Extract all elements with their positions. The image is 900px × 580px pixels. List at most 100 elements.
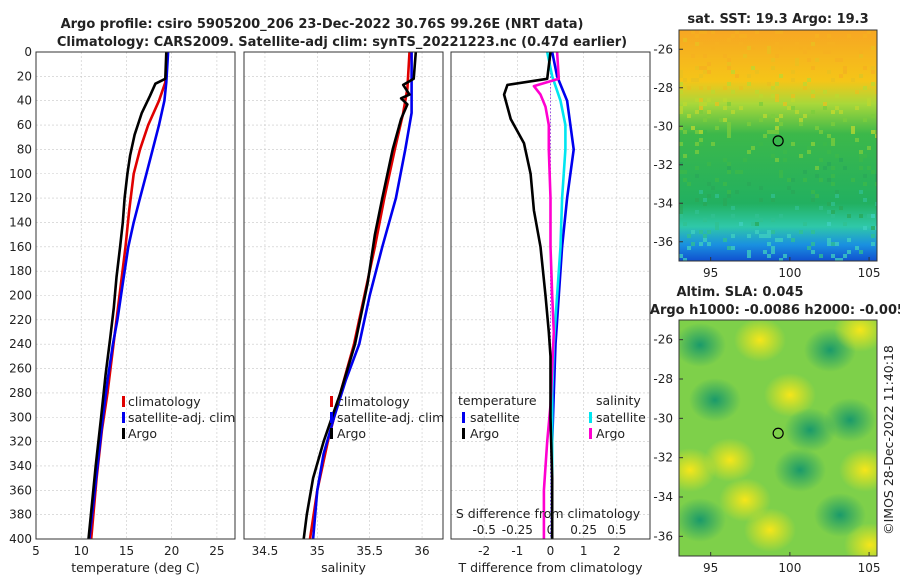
sst-pixel [703, 66, 707, 70]
sst-pixel [823, 142, 827, 146]
sst-pixel [679, 170, 683, 174]
sst-pixel [687, 86, 691, 90]
sst-texture [679, 30, 877, 261]
sst-pixel [875, 182, 877, 186]
sst-pixel [843, 222, 847, 226]
sst-pixel [715, 222, 719, 226]
sst-pixel [867, 30, 871, 34]
sst-pixel [795, 110, 799, 114]
series-line-satellite-adj-clim [88, 51, 170, 540]
y-tick-label: 400 [9, 532, 32, 546]
sst-pixel [775, 158, 779, 162]
sst-pixel [747, 250, 751, 254]
sst-pixel [855, 246, 859, 250]
y-tick-label: 20 [17, 69, 32, 83]
sst-pixel [831, 210, 835, 214]
x-tick-label: 15 [119, 544, 134, 558]
sst-pixel [743, 54, 747, 58]
sst-pixel [779, 46, 783, 50]
sst-pixel [807, 78, 811, 82]
sst-pixel [843, 66, 847, 70]
sst-pixel [727, 162, 731, 166]
sst-pixel [787, 234, 791, 238]
sst-pixel [783, 254, 787, 258]
sst-pixel [811, 250, 815, 254]
sst-pixel [711, 142, 715, 146]
sst-pixel [695, 166, 699, 170]
sst-pixel [775, 94, 779, 98]
sst-pixel [803, 50, 807, 54]
series-line-s-argo [532, 51, 561, 539]
sst-pixel [875, 202, 877, 206]
sst-pixel [807, 246, 811, 250]
sst-pixel [827, 34, 831, 38]
sst-pixel [863, 182, 867, 186]
s-tick-label: -0.5 [472, 523, 495, 537]
sla-anomaly-blob [679, 323, 726, 367]
sst-pixel [771, 114, 775, 118]
sst-pixel [723, 182, 727, 186]
sst-pixel [859, 158, 863, 162]
sst-pixel [859, 74, 863, 78]
lat-tick-label: -34 [653, 490, 673, 504]
lon-tick-label: 95 [703, 266, 718, 280]
y-tick-label: 320 [9, 435, 32, 449]
y-tick-label: 80 [17, 142, 32, 156]
temperature-panel: 0 20 40 60 80 100 120 140 160 180 200 220 240 260 280 3… [9, 45, 236, 575]
sst-pixel [827, 222, 831, 226]
sst-pixel [711, 30, 715, 34]
sst-pixel [811, 90, 815, 94]
sst-pixel [859, 50, 863, 54]
sst-pixel [739, 170, 743, 174]
sst-pixel [743, 34, 747, 38]
sst-pixel [683, 102, 687, 106]
sst-pixel [871, 130, 875, 134]
sst-pixel [679, 142, 683, 146]
sla-anomaly-blob [679, 498, 726, 542]
sst-pixel [779, 238, 783, 242]
sst-pixel [775, 98, 779, 102]
sst-pixel [779, 174, 783, 178]
sla-title-2: Argo h1000: -0.0086 h2000: -0.005 [650, 303, 900, 318]
sst-pixel [755, 70, 759, 74]
sst-pixel [839, 158, 843, 162]
sst-pixel [831, 42, 835, 46]
sst-pixel [743, 158, 747, 162]
y-tick-label: 120 [9, 191, 32, 205]
sst-pixel [847, 214, 851, 218]
sst-pixel [839, 110, 843, 114]
sst-pixel [691, 230, 695, 234]
sst-pixel [707, 242, 711, 246]
sst-pixel [699, 138, 703, 142]
sst-pixel [679, 206, 683, 210]
sst-pixel [819, 254, 823, 258]
plot-frame [450, 51, 651, 540]
sst-pixel [739, 86, 743, 90]
sst-pixel [875, 226, 877, 230]
sst-pixel [827, 42, 831, 46]
sst-pixel [815, 34, 819, 38]
s-tick-label: 0.25 [570, 523, 597, 537]
sst-pixel [679, 162, 683, 166]
sst-pixel [819, 206, 823, 210]
sst-pixel [751, 66, 755, 70]
sst-pixel [871, 214, 875, 218]
sst-pixel [699, 74, 703, 78]
sst-pixel [735, 74, 739, 78]
sla-anomaly-blob [679, 448, 716, 492]
difference-legend-salinity: salinity satellite Argo [589, 393, 646, 441]
sst-pixel [791, 94, 795, 98]
sst-pixel [775, 118, 779, 122]
y-tick-label: 340 [9, 459, 32, 473]
sst-pixel [775, 126, 779, 130]
plot-frame [35, 51, 236, 540]
sst-pixel [791, 98, 795, 102]
sst-pixel [799, 154, 803, 158]
sst-pixel [723, 98, 727, 102]
legend-swatch-argo [589, 428, 592, 439]
sst-pixel [791, 106, 795, 110]
sst-pixel [835, 154, 839, 158]
sst-pixel [687, 114, 691, 118]
sst-pixel [859, 190, 863, 194]
sst-pixel [815, 166, 819, 170]
